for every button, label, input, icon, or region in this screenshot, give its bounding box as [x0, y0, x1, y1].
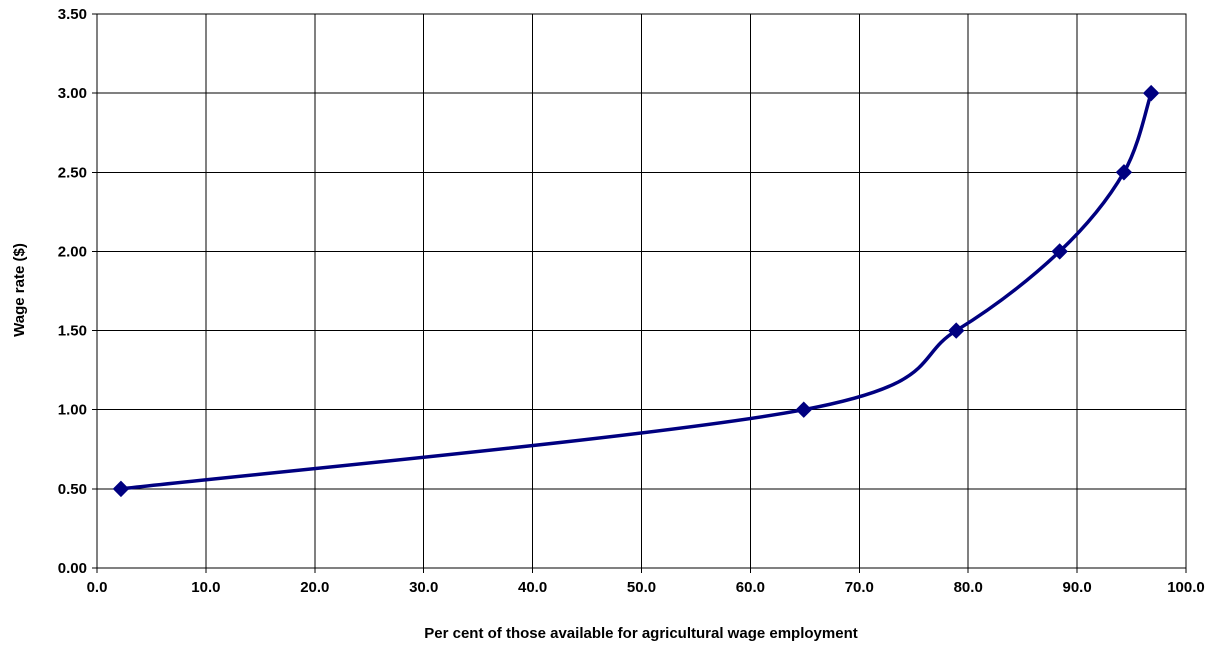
data-point-marker: [1115, 164, 1133, 181]
x-tick-label: 90.0: [1062, 579, 1091, 596]
y-tick-label: 1.00: [58, 402, 87, 419]
y-axis-ticks: 0.00 0.50 1.00 1.50 2.00 2.50 3.00 3.50: [58, 6, 97, 577]
y-tick-label: 3.00: [58, 85, 87, 102]
series-layer: [112, 84, 1160, 498]
x-tick-label: 70.0: [845, 579, 874, 596]
data-point-marker: [948, 322, 965, 339]
series-line: [120, 92, 1153, 491]
data-point-marker: [112, 480, 130, 498]
data-point-marker: [1051, 243, 1068, 260]
y-tick-label: 2.00: [58, 243, 87, 260]
y-axis-title: Wage rate ($): [11, 243, 28, 337]
x-tick-label: 10.0: [191, 579, 220, 596]
x-axis-ticks: 0.0 10.0 20.0 30.0 40.0 50.0 60.0 70.0 80.0 90.0 1…: [87, 568, 1205, 596]
x-axis-title: Per cent of those available for agricult…: [424, 625, 857, 642]
x-tick-label: 50.0: [627, 579, 656, 596]
data-point-marker: [1142, 84, 1160, 102]
y-tick-label: 1.50: [58, 323, 87, 340]
x-tick-label: 80.0: [954, 579, 983, 596]
y-tick-label: 3.50: [58, 6, 87, 23]
y-tick-label: 0.50: [58, 481, 87, 498]
x-tick-label: 30.0: [409, 579, 438, 596]
y-tick-label: 0.00: [58, 560, 87, 577]
x-tick-label: 60.0: [736, 579, 765, 596]
x-tick-label: 100.0: [1167, 579, 1205, 596]
gridlines: [96, 13, 1187, 569]
data-point-marker: [795, 401, 812, 418]
y-tick-label: 2.50: [58, 164, 87, 181]
x-tick-label: 0.0: [87, 579, 108, 596]
x-tick-label: 40.0: [518, 579, 547, 596]
x-tick-label: 20.0: [300, 579, 329, 596]
